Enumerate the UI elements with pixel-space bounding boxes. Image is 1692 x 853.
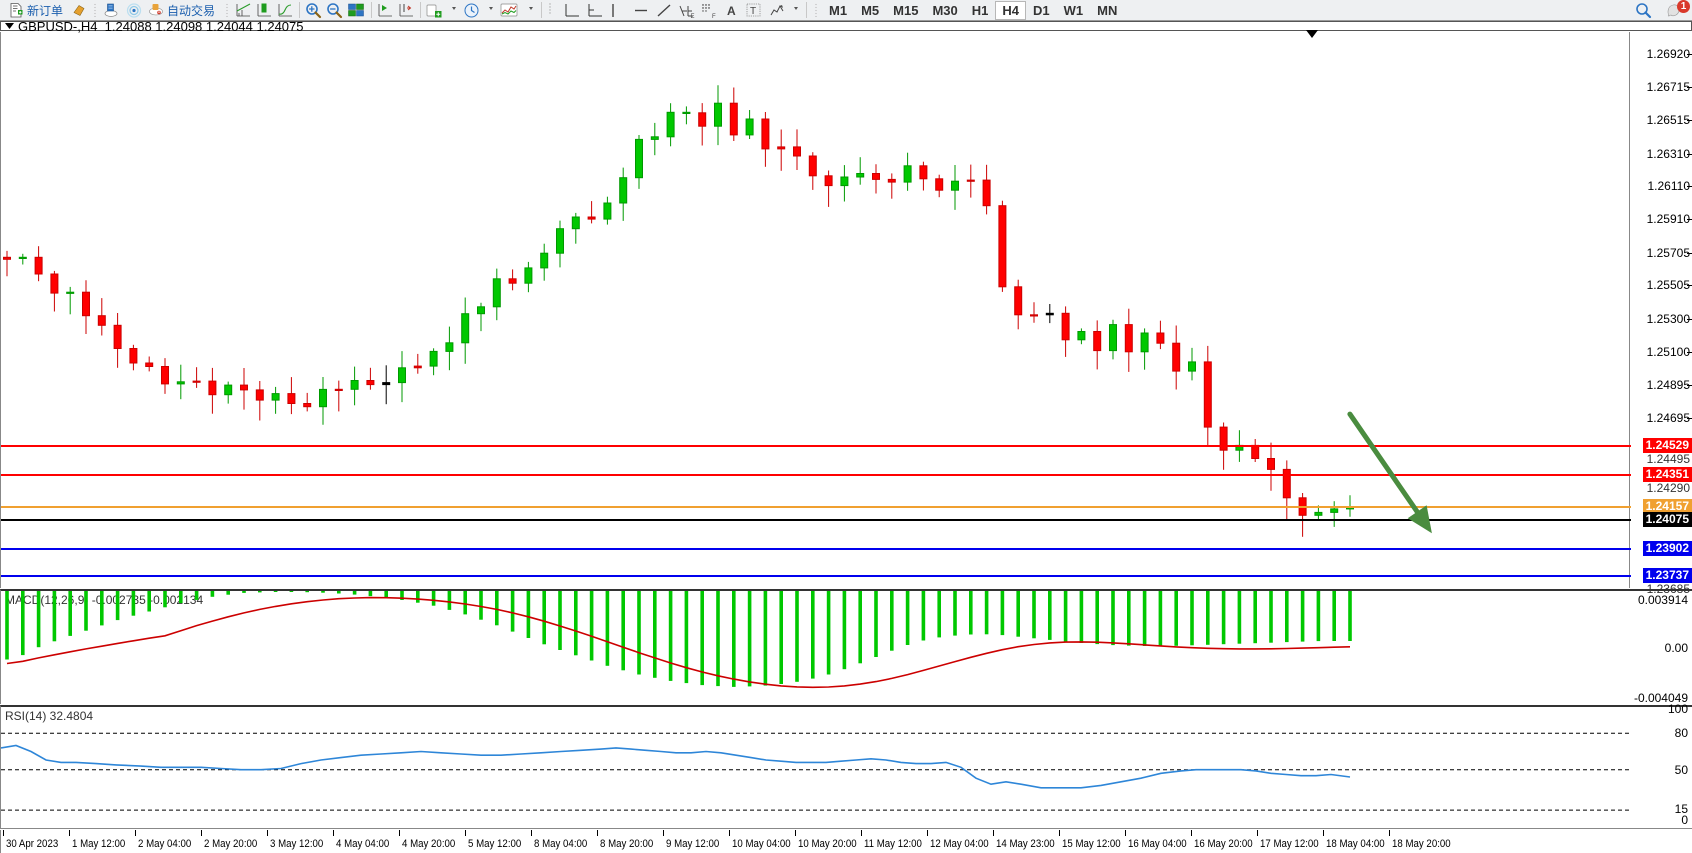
svg-text:T: T xyxy=(750,6,756,17)
svg-text:A: A xyxy=(727,4,736,18)
svg-text:F: F xyxy=(712,14,716,20)
svg-text:E: E xyxy=(691,14,695,20)
